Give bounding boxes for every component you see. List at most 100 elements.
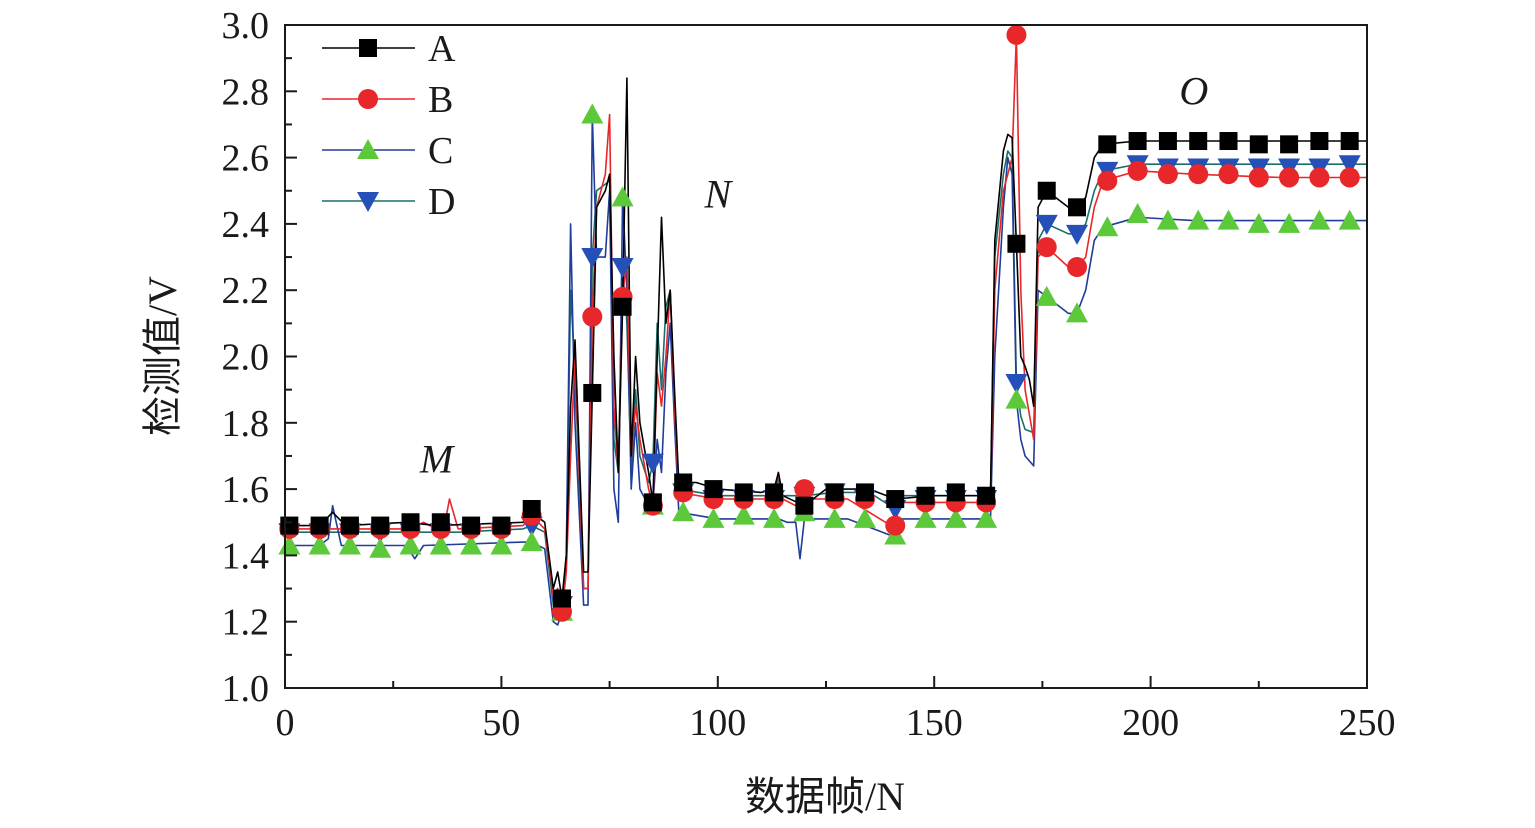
x-tick-label: 250 bbox=[1339, 702, 1396, 744]
data-point-A bbox=[1310, 132, 1329, 151]
data-point-C bbox=[1066, 302, 1089, 323]
data-point-D bbox=[581, 248, 604, 269]
data-point-A bbox=[765, 483, 784, 502]
legend-item-D: D bbox=[322, 181, 455, 223]
data-point-A bbox=[1128, 132, 1147, 151]
data-point-A bbox=[855, 483, 874, 502]
data-point-A bbox=[795, 496, 814, 515]
data-point-A bbox=[704, 480, 723, 499]
series-markers-A bbox=[280, 132, 1359, 608]
data-point-D bbox=[1005, 374, 1028, 395]
data-point-C bbox=[581, 103, 604, 124]
x-tick-label: 150 bbox=[906, 702, 963, 744]
data-point-A bbox=[522, 499, 541, 518]
data-point-A bbox=[1007, 234, 1026, 253]
data-point-C bbox=[1247, 212, 1270, 233]
region-label-N: N bbox=[703, 171, 733, 216]
data-point-C bbox=[399, 534, 422, 555]
series-layer bbox=[278, 24, 1367, 626]
data-point-A bbox=[643, 493, 662, 512]
data-point-A bbox=[552, 589, 571, 608]
data-point-A bbox=[310, 516, 329, 535]
data-point-B bbox=[1157, 164, 1178, 185]
data-point-C bbox=[1156, 209, 1179, 230]
data-point-C bbox=[460, 534, 483, 555]
legend-label-A: A bbox=[428, 28, 456, 70]
data-point-C bbox=[1217, 209, 1240, 230]
data-point-C bbox=[490, 534, 513, 555]
legend-marker-B bbox=[358, 89, 378, 109]
data-point-D bbox=[611, 257, 634, 278]
data-point-C bbox=[853, 507, 876, 528]
data-point-A bbox=[1340, 132, 1359, 151]
data-point-C bbox=[1035, 285, 1058, 306]
data-point-C bbox=[975, 507, 998, 528]
data-point-A bbox=[674, 473, 693, 492]
y-axis-title: 检测值/V bbox=[140, 276, 185, 436]
data-point-A bbox=[1249, 135, 1268, 154]
data-point-B bbox=[1127, 160, 1148, 181]
data-point-B bbox=[1339, 167, 1360, 188]
data-point-D bbox=[1066, 224, 1089, 245]
y-tick-label: 3.0 bbox=[222, 5, 270, 47]
data-point-C bbox=[429, 534, 452, 555]
x-tick-label: 100 bbox=[689, 702, 746, 744]
data-point-A bbox=[401, 513, 420, 532]
data-point-A bbox=[613, 297, 632, 316]
axes: 0 50 100 150 200 250 1.0 1.2 1.4 1.6 1.8 2.0 2.2 2.4 2… bbox=[222, 5, 1396, 744]
data-point-A bbox=[583, 383, 602, 402]
data-point-B bbox=[582, 306, 603, 327]
data-point-C bbox=[672, 501, 695, 522]
data-point-B bbox=[1309, 167, 1330, 188]
data-point-B bbox=[1248, 167, 1269, 188]
data-point-C bbox=[369, 537, 392, 558]
data-point-D bbox=[641, 453, 664, 474]
legend-marker-A bbox=[359, 39, 377, 57]
y-tick-label: 2.2 bbox=[222, 270, 270, 312]
data-point-B bbox=[1218, 164, 1239, 185]
data-point-C bbox=[520, 531, 543, 552]
data-point-B bbox=[1097, 170, 1118, 191]
legend-marker-C bbox=[357, 139, 379, 159]
data-point-A bbox=[825, 483, 844, 502]
data-point-A bbox=[1158, 132, 1177, 151]
data-point-A bbox=[977, 486, 996, 505]
data-point-C bbox=[1187, 209, 1210, 230]
data-point-B bbox=[1036, 237, 1057, 258]
data-point-C bbox=[914, 507, 937, 528]
region-label-O: O bbox=[1179, 69, 1208, 114]
legend-label-D: D bbox=[428, 181, 455, 223]
y-tick-label: 1.8 bbox=[222, 403, 270, 445]
data-point-A bbox=[916, 486, 935, 505]
x-axis-title: 数据帧/N bbox=[745, 774, 905, 819]
data-point-C bbox=[1005, 388, 1028, 409]
data-point-C bbox=[611, 186, 634, 207]
legend-label-C: C bbox=[428, 130, 453, 172]
data-point-A bbox=[1037, 181, 1056, 200]
data-point-B bbox=[1279, 167, 1300, 188]
data-point-A bbox=[462, 516, 481, 535]
data-point-B bbox=[885, 515, 906, 536]
data-point-C bbox=[1126, 202, 1149, 223]
data-point-A bbox=[431, 513, 450, 532]
data-point-A bbox=[340, 516, 359, 535]
data-point-B bbox=[1067, 256, 1088, 277]
y-tick-label: 1.4 bbox=[222, 535, 270, 577]
data-point-B bbox=[1006, 24, 1027, 45]
data-point-A bbox=[1189, 132, 1208, 151]
data-point-C bbox=[338, 534, 361, 555]
x-tick-label: 50 bbox=[482, 702, 520, 744]
series-C bbox=[285, 113, 1367, 626]
y-tick-label: 2.6 bbox=[222, 138, 270, 180]
data-point-C bbox=[1338, 209, 1361, 230]
data-point-A bbox=[734, 483, 753, 502]
legend-item-A: A bbox=[322, 28, 456, 70]
data-point-C bbox=[823, 507, 846, 528]
data-point-C bbox=[763, 507, 786, 528]
y-tick-label: 2.0 bbox=[222, 337, 270, 379]
legend-item-B: B bbox=[322, 79, 453, 121]
data-point-A bbox=[946, 483, 965, 502]
data-point-A bbox=[1098, 135, 1117, 154]
